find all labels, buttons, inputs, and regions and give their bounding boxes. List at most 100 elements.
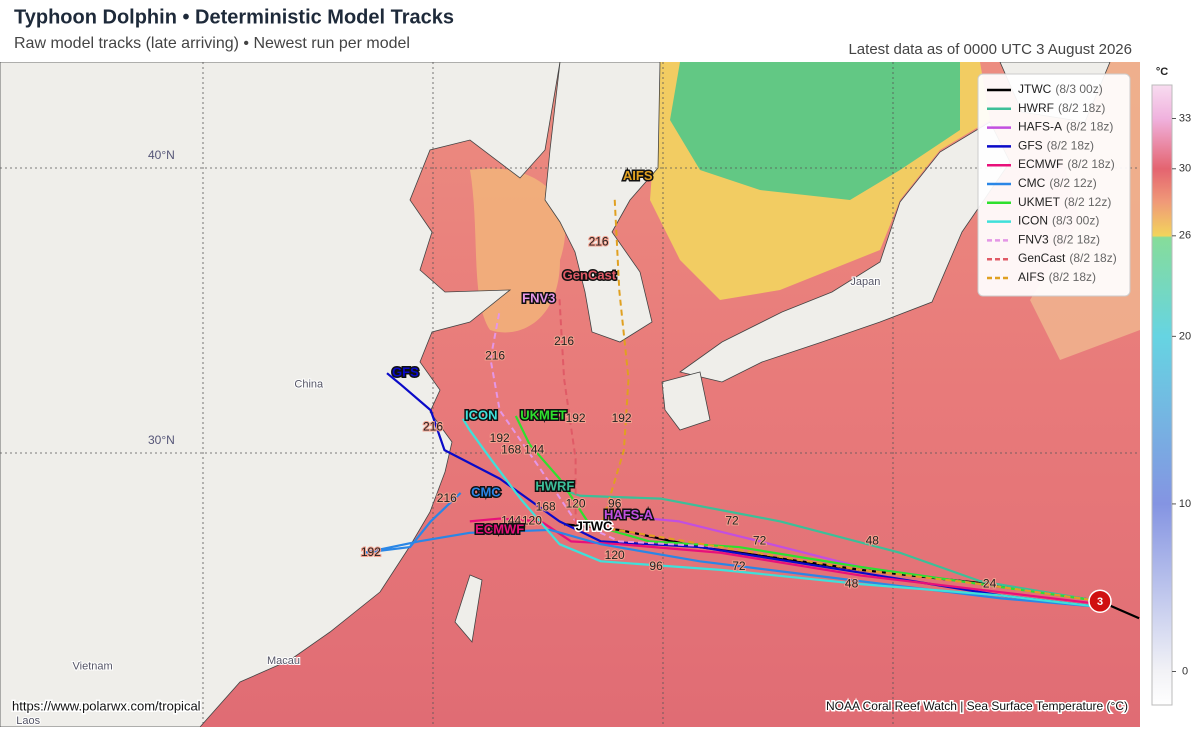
legend-name: ECMWF bbox=[1018, 157, 1063, 171]
legend-name: HWRF bbox=[1018, 101, 1054, 115]
track-label: GenCast bbox=[563, 268, 617, 283]
place-label: Macau bbox=[267, 655, 300, 667]
forecast-hour: 192 bbox=[361, 545, 381, 559]
forecast-hour: 72 bbox=[732, 559, 746, 573]
legend: JTWC (8/3 00z)HWRF (8/2 18z)HAFS-A (8/2 18z… bbox=[987, 82, 1117, 284]
legend-name: FNV3 bbox=[1018, 233, 1049, 247]
model-track bbox=[545, 483, 1101, 603]
forecast-hour: 48 bbox=[845, 576, 859, 590]
forecast-hour: 48 bbox=[866, 534, 880, 548]
legend-name: GenCast bbox=[1018, 251, 1066, 265]
track-label: HAFS-A bbox=[604, 507, 654, 522]
colorbar-tick-label: 33 bbox=[1179, 112, 1191, 124]
footer-url: https://www.polarwx.com/tropical bbox=[12, 698, 201, 713]
legend-entry: JTWC (8/3 00z) bbox=[1018, 82, 1103, 96]
track-label: UKMET bbox=[520, 407, 566, 422]
forecast-hour: 96 bbox=[649, 559, 663, 573]
storm-marker bbox=[1088, 589, 1112, 613]
timestamp: Latest data as of 0000 UTC 3 August 2026 bbox=[848, 41, 1132, 58]
legend-name: ICON bbox=[1018, 214, 1048, 228]
forecast-hour: 216 bbox=[554, 334, 574, 348]
forecast-hour: 96 bbox=[608, 496, 622, 510]
forecast-hour: 144 bbox=[524, 442, 544, 456]
legend-name: AIFS bbox=[1018, 270, 1045, 284]
legend-entry: ICON (8/3 00z) bbox=[1018, 214, 1099, 228]
storm-category: 3 bbox=[1097, 596, 1103, 608]
forecast-hour: 216 bbox=[437, 491, 457, 505]
colorbar-bar bbox=[1151, 84, 1173, 706]
forecast-hour: 120 bbox=[522, 514, 542, 528]
forecast-hour: 72 bbox=[725, 514, 739, 528]
forecast-hour: 216 bbox=[485, 348, 505, 362]
colorbar-tick-label: 20 bbox=[1179, 330, 1191, 342]
forecast-hour: 120 bbox=[605, 548, 625, 562]
legend-entry: CMC (8/2 12z) bbox=[1018, 176, 1097, 190]
sst-green bbox=[670, 62, 960, 200]
place-label: Vietnam bbox=[73, 661, 113, 673]
forecast-hour: 24 bbox=[983, 576, 997, 590]
legend-name: CMC bbox=[1018, 176, 1046, 190]
colorbar-tick-label: 30 bbox=[1179, 163, 1191, 175]
forecast-hour: 168 bbox=[536, 499, 556, 513]
colorbar: °C 0 10 20 26 30 33 bbox=[1151, 66, 1191, 706]
legend-run: (8/2 18z) bbox=[1047, 139, 1094, 153]
legend-run: (8/2 12z) bbox=[1064, 195, 1111, 209]
legend-entry: FNV3 (8/2 18z) bbox=[1018, 233, 1100, 247]
track-label: HWRF bbox=[535, 479, 574, 494]
map: 30°N 40°N China Japan Vietnam Macau Laos 24 72… bbox=[0, 62, 1140, 727]
legend-name: HAFS-A bbox=[1018, 120, 1062, 134]
legend-run: (8/2 18z) bbox=[1058, 101, 1105, 115]
land-china bbox=[0, 62, 561, 727]
legend-run: (8/3 00z) bbox=[1055, 82, 1102, 96]
track-label: CMC bbox=[471, 484, 501, 499]
place-label: China bbox=[294, 379, 324, 391]
land-korea bbox=[544, 62, 661, 343]
lat-label: 30°N bbox=[148, 433, 175, 447]
legend-entry: GFS (8/2 18z) bbox=[1018, 139, 1094, 153]
track-label: JTWC bbox=[576, 519, 613, 534]
model-track bbox=[461, 418, 1101, 608]
footer-source: NOAA Coral Reef Watch | Sea Surface Temp… bbox=[826, 699, 1128, 713]
legend-run: (8/2 18z) bbox=[1067, 157, 1114, 171]
legend-run: (8/2 12z) bbox=[1049, 176, 1096, 190]
legend-run: (8/3 00z) bbox=[1052, 214, 1099, 228]
track-label: ECMWF bbox=[475, 521, 524, 536]
forecast-hour: 144 bbox=[501, 514, 521, 528]
places: China Japan Vietnam Macau Laos bbox=[15, 275, 881, 727]
legend-entry: UKMET (8/2 12z) bbox=[1018, 195, 1111, 209]
place-label: Laos bbox=[16, 715, 40, 727]
track-label: GFS bbox=[392, 365, 419, 380]
legend-box bbox=[977, 73, 1131, 297]
legend-entry: ECMWF (8/2 18z) bbox=[1018, 157, 1115, 171]
legend-entry: GenCast (8/2 18z) bbox=[1018, 251, 1117, 265]
colorbar-tick-label: 0 bbox=[1182, 665, 1188, 677]
track-label: FNV3 bbox=[522, 291, 555, 306]
land-taiwan bbox=[454, 574, 483, 643]
title: Typhoon Dolphin • Deterministic Model Tr… bbox=[14, 6, 454, 28]
colorbar-unit: °C bbox=[1156, 66, 1168, 78]
model-track bbox=[362, 492, 1101, 608]
track-label: AIFS bbox=[623, 168, 653, 183]
legend-entry: AIFS (8/2 18z) bbox=[1018, 270, 1096, 284]
legend-run: (8/2 18z) bbox=[1069, 251, 1116, 265]
legend-run: (8/2 18z) bbox=[1049, 270, 1096, 284]
legend-entry: HAFS-A (8/2 18z) bbox=[1018, 120, 1113, 134]
colorbar-tick-label: 26 bbox=[1179, 230, 1191, 242]
legend-run: (8/2 18z) bbox=[1066, 120, 1113, 134]
model-track bbox=[599, 199, 1101, 603]
model-track bbox=[469, 517, 1101, 606]
graticule: 30°N 40°N bbox=[0, 62, 1140, 727]
forecast-hour: 168 bbox=[501, 442, 521, 456]
colorbar-tick-label: 10 bbox=[1179, 498, 1191, 510]
legend-name: JTWC bbox=[1018, 82, 1052, 96]
forecast-hour: 120 bbox=[566, 496, 586, 510]
forecast-hour: 192 bbox=[612, 411, 632, 425]
forecast-hour: 216 bbox=[589, 234, 609, 248]
forecast-hour: 72 bbox=[753, 534, 767, 548]
land-kyushu bbox=[661, 371, 711, 431]
forecast-hour: 216 bbox=[423, 420, 443, 434]
legend-name: UKMET bbox=[1018, 195, 1061, 209]
legend-run: (8/2 18z) bbox=[1053, 233, 1100, 247]
